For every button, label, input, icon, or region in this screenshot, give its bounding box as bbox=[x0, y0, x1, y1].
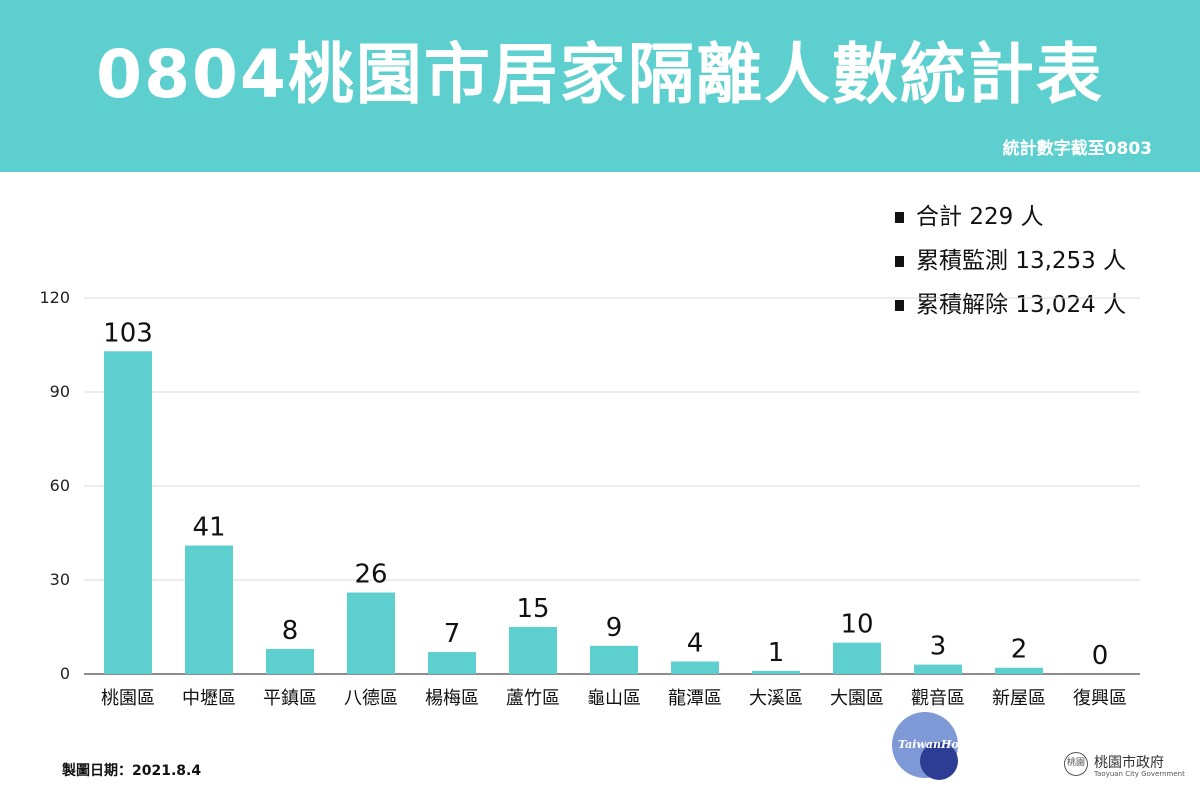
summary-label: 合計 bbox=[916, 204, 962, 230]
x-tick-label: 大溪區 bbox=[749, 688, 803, 709]
x-tick-label: 復興區 bbox=[1073, 688, 1127, 709]
data-label: 9 bbox=[606, 613, 623, 643]
summary-value: 13,253 bbox=[1015, 248, 1096, 274]
bar-楊梅區 bbox=[428, 652, 476, 674]
data-label: 0 bbox=[1092, 641, 1109, 671]
summary-label: 累積解除 bbox=[916, 292, 1008, 318]
x-tick-label: 平鎮區 bbox=[263, 688, 317, 709]
bar-平鎮區 bbox=[266, 648, 314, 674]
gov-name: 桃園市政府 bbox=[1094, 755, 1164, 771]
x-tick-label: 蘆竹區 bbox=[506, 688, 560, 709]
data-label: 3 bbox=[930, 632, 947, 662]
bar-龍潭區 bbox=[671, 661, 719, 674]
page-title: 0804桃園市居家隔離人數統計表 bbox=[96, 36, 1104, 113]
bullet-icon bbox=[895, 211, 904, 223]
data-label: 2 bbox=[1011, 635, 1028, 665]
bar-蘆竹區 bbox=[509, 627, 557, 674]
x-tick-label: 桃園區 bbox=[101, 688, 155, 709]
x-tick-label: 中壢區 bbox=[182, 688, 236, 709]
y-tick-label: 30 bbox=[50, 570, 70, 589]
summary-value: 13,024 bbox=[1015, 292, 1096, 318]
x-tick-label: 觀音區 bbox=[911, 688, 965, 709]
y-tick-label: 60 bbox=[50, 476, 70, 495]
bar-八德區 bbox=[347, 592, 395, 674]
y-tick-label: 90 bbox=[50, 382, 70, 401]
summary-label: 累積監測 bbox=[916, 248, 1008, 274]
watermark-circle-small bbox=[920, 742, 958, 780]
watermark-text: TaiwanHot bbox=[898, 738, 964, 751]
header-banner: 0804桃園市居家隔離人數統計表 統計數字截至0803 bbox=[0, 0, 1200, 172]
gov-logo: 桃園 桃園市政府 Taoyuan City Government bbox=[1064, 752, 1185, 782]
data-label: 26 bbox=[354, 560, 387, 590]
data-label: 103 bbox=[103, 318, 153, 348]
summary-unit: 人 bbox=[1103, 248, 1127, 274]
y-tick-label: 0 bbox=[60, 664, 70, 683]
bar-中壢區 bbox=[185, 545, 233, 674]
bar-龜山區 bbox=[590, 645, 638, 674]
bar-觀音區 bbox=[914, 664, 962, 674]
bullet-icon bbox=[895, 255, 904, 267]
y-tick-label: 120 bbox=[39, 288, 70, 307]
summary-unit: 人 bbox=[1020, 204, 1044, 230]
data-label: 8 bbox=[282, 616, 299, 646]
x-tick-label: 楊梅區 bbox=[425, 688, 479, 709]
data-label: 7 bbox=[444, 619, 461, 649]
summary-list: 合計 229 人 累積監測 13,253 人 累積解除 13,024 人 bbox=[895, 195, 1126, 327]
taiwanhot-watermark: TaiwanHot bbox=[892, 712, 972, 780]
bar-大園區 bbox=[833, 642, 881, 674]
bar-新屋區 bbox=[995, 667, 1043, 674]
x-tick-label: 大園區 bbox=[830, 688, 884, 709]
city-seal-icon: 桃園 bbox=[1064, 752, 1088, 776]
gov-name-en: Taoyuan City Government bbox=[1094, 770, 1185, 778]
data-label: 4 bbox=[687, 628, 704, 658]
x-tick-label: 龍潭區 bbox=[668, 688, 722, 709]
data-label: 1 bbox=[768, 638, 785, 668]
bar-桃園區 bbox=[104, 351, 152, 674]
summary-value: 229 bbox=[969, 204, 1014, 230]
data-label: 41 bbox=[192, 513, 225, 543]
summary-item-monitored: 累積監測 13,253 人 bbox=[895, 239, 1126, 283]
x-tick-label: 八德區 bbox=[344, 688, 398, 709]
summary-item-total: 合計 229 人 bbox=[895, 195, 1126, 239]
data-cutoff-note: 統計數字截至0803 bbox=[1002, 139, 1152, 159]
x-tick-label: 龜山區 bbox=[587, 688, 641, 709]
chart-date: 製圖日期：2021.8.4 bbox=[62, 763, 202, 779]
bullet-icon bbox=[895, 299, 904, 311]
bar-大溪區 bbox=[752, 670, 800, 674]
data-label: 15 bbox=[516, 594, 549, 624]
x-tick-label: 新屋區 bbox=[992, 688, 1046, 709]
data-label: 10 bbox=[840, 610, 873, 640]
